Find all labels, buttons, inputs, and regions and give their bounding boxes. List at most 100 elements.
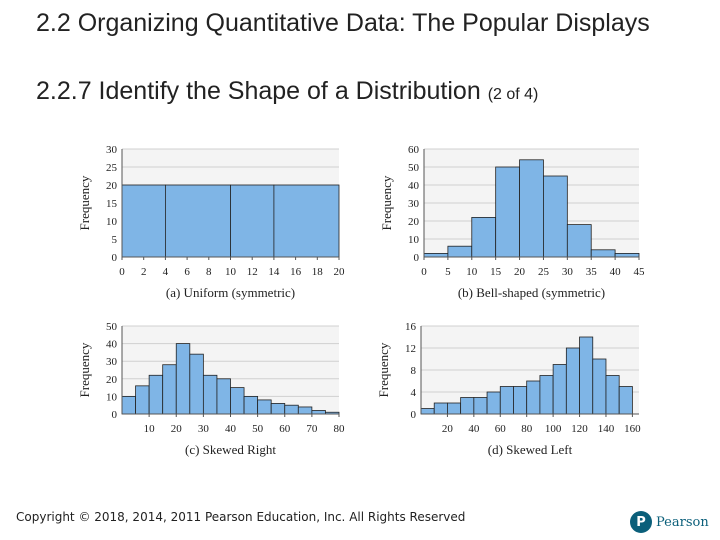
histogram-bar: [495, 166, 520, 258]
histogram-bar: [284, 404, 299, 415]
part-indicator: (2 of 4): [487, 86, 539, 103]
y-tick-label: 30: [408, 198, 420, 210]
histogram-bar: [135, 385, 150, 415]
slide-subtitle: 2.2.7 Identify the Shape of a Distributi…: [36, 76, 538, 110]
histogram-bar: [543, 175, 568, 258]
x-tick-label: 5: [445, 266, 451, 278]
histogram-a: 0 5 10 15 20 25 30 0 2 4 6 8 10 12 14 16 18 20 Frequency (a…: [77, 144, 345, 300]
panel-caption: (c) Skewed Right: [185, 442, 276, 457]
x-tick-label: 30: [198, 423, 210, 435]
y-tick-label: 0: [112, 409, 118, 421]
pearson-logo: P Pearson: [630, 510, 709, 534]
x-tick-label: 12: [247, 266, 258, 278]
x-tick-label: 120: [571, 423, 588, 435]
y-tick-label: 12: [405, 343, 416, 355]
x-tick-label: 40: [225, 423, 237, 435]
histogram-bar: [471, 216, 497, 258]
histogram-bar: [552, 364, 567, 415]
y-tick-label: 50: [408, 162, 420, 174]
histogram-bar: [513, 386, 528, 415]
y-tick-label: 50: [106, 321, 118, 333]
x-tick-label: 40: [610, 266, 622, 278]
histogram-bar: [162, 364, 177, 415]
y-tick-label: 10: [106, 216, 118, 228]
x-tick-label: 60: [495, 423, 507, 435]
y-axis-label: Frequency: [379, 175, 394, 230]
histogram-bar: [297, 406, 313, 415]
x-tick-label: 50: [252, 423, 264, 435]
histogram-c: 0 10 20 30 40 50 10 20 30 40 50 60 70 80 Frequency (c) …: [77, 321, 345, 457]
histogram-bar: [433, 402, 448, 415]
pearson-logo-text: Pearson: [656, 514, 709, 530]
y-tick-label: 40: [408, 180, 420, 192]
x-tick-label: 0: [421, 266, 427, 278]
x-tick-label: 100: [545, 423, 562, 435]
histogram-bar: [230, 184, 275, 258]
histogram-bar: [592, 358, 607, 415]
y-tick-label: 0: [112, 252, 118, 264]
x-tick-label: 160: [624, 423, 641, 435]
histogram-bar: [447, 245, 473, 258]
y-tick-label: 0: [414, 252, 420, 264]
histogram-bar: [519, 159, 544, 258]
x-tick-label: 80: [334, 423, 346, 435]
y-tick-label: 8: [411, 365, 417, 377]
x-tick-label: 25: [538, 266, 550, 278]
histogram-bar: [420, 408, 435, 415]
histogram-bar: [270, 403, 286, 415]
panel-caption: (d) Skewed Left: [488, 442, 573, 457]
histogram-bar: [539, 375, 554, 415]
x-tick-label: 4: [163, 266, 169, 278]
histogram-bar: [189, 353, 204, 415]
y-tick-label: 25: [106, 162, 118, 174]
y-tick-label: 15: [106, 198, 118, 210]
histogram-bar: [590, 249, 616, 258]
x-tick-label: 2: [141, 266, 147, 278]
histogram-bar: [499, 386, 514, 415]
histogram-bar: [565, 347, 580, 415]
x-tick-label: 10: [144, 423, 156, 435]
histogram-bar: [423, 252, 449, 258]
histogram-bar: [311, 410, 326, 415]
histogram-bar: [526, 380, 541, 415]
y-tick-label: 5: [112, 234, 118, 246]
y-tick-label: 30: [106, 356, 118, 368]
histogram-b: 0 10 20 30 40 50 60 0 5 10 15 20 25 30 35 40 45 Frequency…: [379, 144, 645, 300]
x-tick-label: 45: [634, 266, 646, 278]
y-tick-label: 0: [411, 409, 417, 421]
x-tick-label: 15: [490, 266, 502, 278]
histogram-bar: [579, 336, 594, 415]
y-tick-label: 4: [411, 387, 417, 399]
x-tick-label: 80: [521, 423, 533, 435]
x-tick-label: 70: [306, 423, 318, 435]
y-axis-label: Frequency: [376, 342, 391, 397]
x-tick-label: 16: [290, 266, 302, 278]
histogram-bar: [447, 402, 462, 415]
y-tick-label: 10: [106, 391, 118, 403]
x-tick-label: 20: [171, 423, 183, 435]
x-tick-label: 40: [468, 423, 480, 435]
y-tick-label: 40: [106, 339, 118, 351]
y-tick-label: 30: [106, 144, 118, 156]
panel-caption: (a) Uniform (symmetric): [166, 285, 295, 300]
slide-title: 2.2 Organizing Quantitative Data: The Po…: [36, 9, 650, 37]
x-tick-label: 14: [268, 266, 280, 278]
copyright-notice: Copyright © 2018, 2014, 2011 Pearson Edu…: [16, 510, 466, 524]
histogram-bar: [473, 397, 488, 415]
y-tick-label: 20: [106, 180, 118, 192]
y-tick-label: 20: [106, 374, 118, 386]
pearson-logo-mark: P: [630, 511, 652, 533]
y-tick-label: 60: [408, 144, 420, 156]
histogram-bar: [460, 397, 475, 415]
histogram-bar: [243, 395, 259, 415]
x-tick-label: 140: [598, 423, 615, 435]
histogram-bar: [202, 374, 218, 415]
subtitle-text: 2.2.7 Identify the Shape of a Distributi…: [36, 77, 481, 105]
x-tick-label: 0: [119, 266, 125, 278]
y-axis-label: Frequency: [77, 175, 92, 230]
x-tick-label: 18: [312, 266, 324, 278]
histogram-bar: [257, 399, 272, 415]
panel-caption: (b) Bell-shaped (symmetric): [458, 285, 605, 300]
histogram-bar: [486, 391, 501, 415]
